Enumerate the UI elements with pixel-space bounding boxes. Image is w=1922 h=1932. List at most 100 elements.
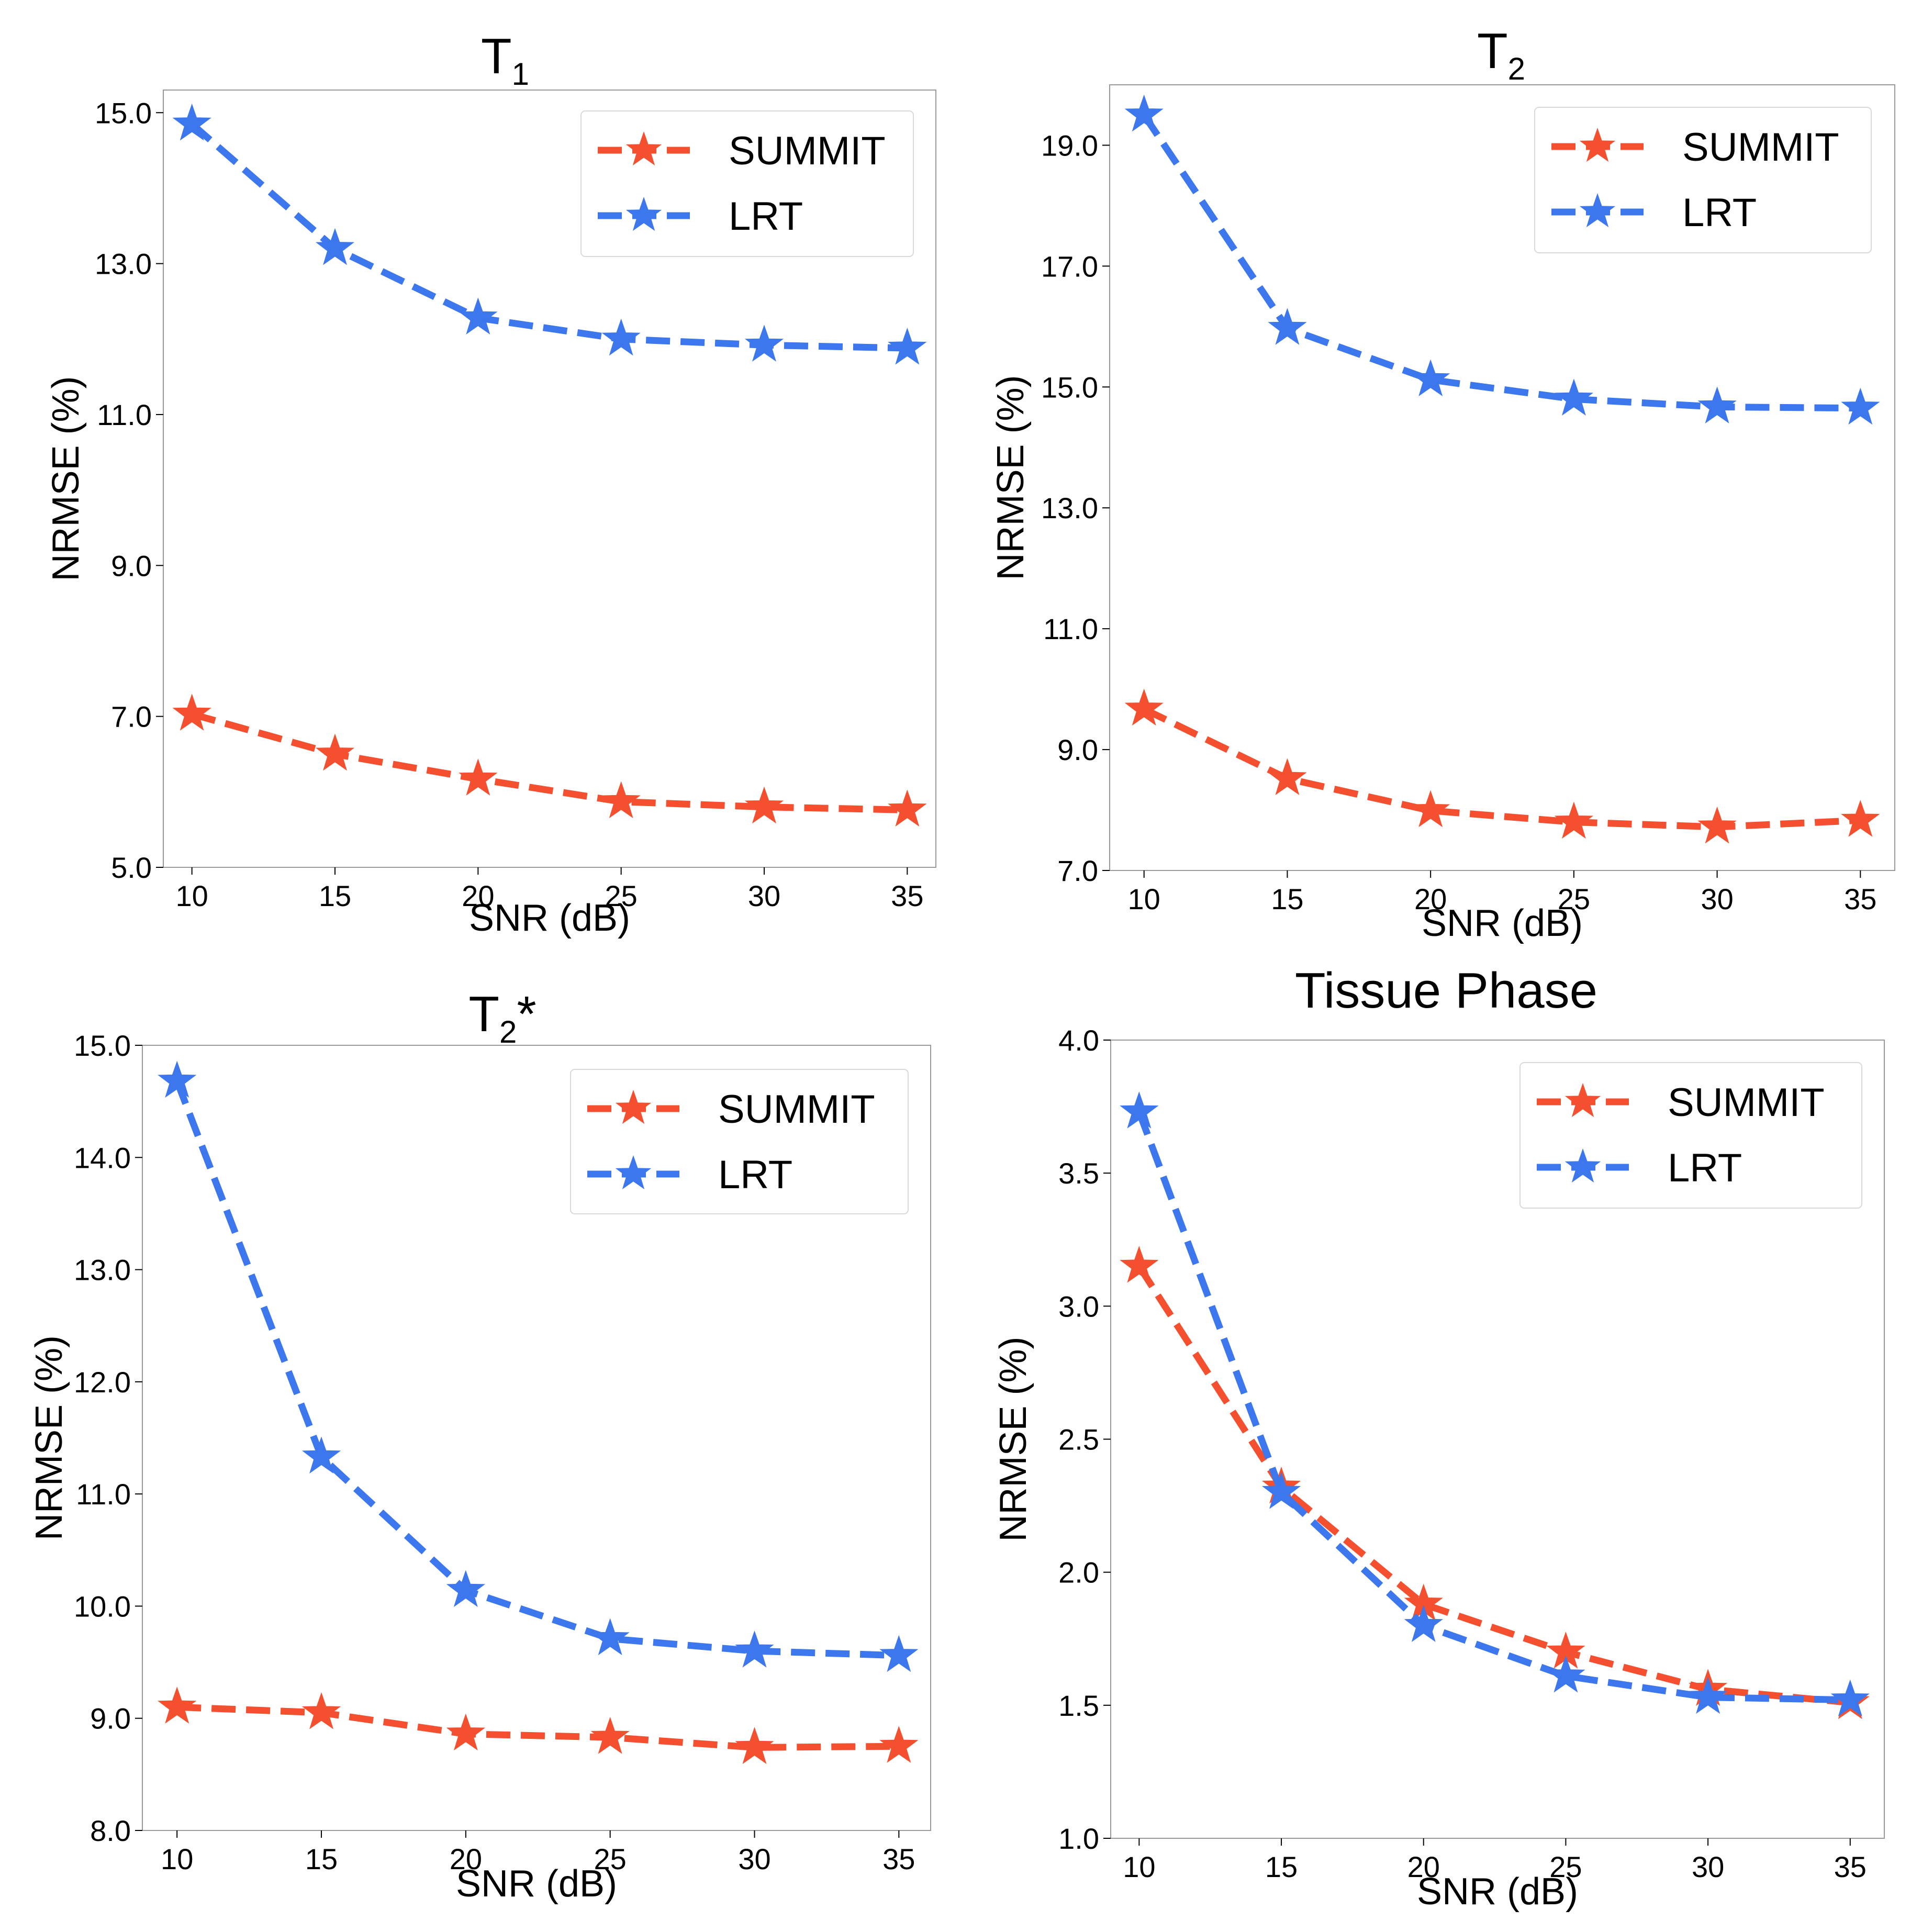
y-axis-label: NRMSE (%) bbox=[992, 1337, 1034, 1542]
y-tick-label: 9.0 bbox=[90, 1702, 131, 1735]
data-point-summit bbox=[1120, 1246, 1159, 1283]
y-tick-label: 5.0 bbox=[111, 851, 152, 884]
legend-label-lrt: LRT bbox=[1668, 1146, 1742, 1190]
x-tick-label: 35 bbox=[1834, 1850, 1867, 1883]
chart-title-main: T bbox=[1477, 23, 1508, 79]
x-axis-label: SNR (dB) bbox=[1417, 1871, 1578, 1913]
data-point-summit bbox=[888, 789, 927, 827]
series-line-summit bbox=[176, 1703, 899, 1751]
legend: SUMMIT LRT bbox=[1534, 107, 1872, 253]
series-line-summit bbox=[1136, 1264, 1851, 1706]
y-tick-label: 13.0 bbox=[1041, 492, 1098, 524]
series-lrt bbox=[158, 1060, 919, 1672]
legend-star-summit bbox=[1579, 128, 1616, 162]
x-tick-label: 20 bbox=[450, 1842, 482, 1875]
x-tick-label: 30 bbox=[748, 879, 780, 912]
chart-title: T2 bbox=[1477, 23, 1525, 86]
data-point-summit bbox=[1124, 688, 1164, 726]
x-tick-label: 30 bbox=[1692, 1850, 1724, 1883]
data-point-summit bbox=[879, 1726, 919, 1763]
x-tick-label: 25 bbox=[1558, 883, 1590, 915]
data-point-summit bbox=[1268, 758, 1307, 796]
x-tick-label: 15 bbox=[1265, 1850, 1298, 1883]
data-point-summit bbox=[446, 1713, 486, 1751]
data-point-lrt bbox=[1268, 308, 1307, 345]
data-point-summit bbox=[590, 1717, 630, 1754]
data-point-lrt bbox=[888, 328, 927, 365]
x-tick-label: 15 bbox=[305, 1842, 338, 1875]
y-axis-label: NRMSE (%) bbox=[45, 376, 87, 582]
data-point-summit bbox=[315, 733, 355, 771]
legend-star-lrt bbox=[625, 197, 662, 231]
x-tick-label: 30 bbox=[1701, 883, 1733, 915]
data-point-lrt bbox=[1124, 94, 1164, 132]
y-tick-label: 4.0 bbox=[1058, 1024, 1099, 1057]
x-tick-label: 25 bbox=[1549, 1850, 1582, 1883]
chart-title-main: Tissue Phase bbox=[1295, 963, 1597, 1019]
data-point-summit bbox=[744, 786, 784, 824]
y-axis-label: NRMSE (%) bbox=[990, 375, 1032, 580]
y-tick-label: 19.0 bbox=[1041, 129, 1098, 162]
legend-label-summit: SUMMIT bbox=[729, 129, 886, 173]
legend: SUMMIT LRT bbox=[570, 1069, 909, 1214]
legend-star-summit bbox=[1565, 1083, 1601, 1118]
data-point-summit bbox=[172, 694, 211, 731]
y-tick-label: 3.0 bbox=[1058, 1290, 1099, 1323]
x-tick-label: 20 bbox=[462, 879, 494, 912]
series-lrt bbox=[1120, 1091, 1870, 1717]
chart-panel-3: T2* 8.0 9.0 10.0 11.0 12.0 13.0 14.0 15.0 10 15 20 2… bbox=[28, 986, 931, 1905]
plot-area bbox=[1109, 84, 1895, 871]
series-line-lrt bbox=[1136, 1111, 1850, 1704]
data-point-lrt bbox=[301, 1436, 341, 1474]
chart-title: T2* bbox=[468, 986, 536, 1049]
x-tick-label: 30 bbox=[738, 1842, 770, 1875]
data-point-lrt bbox=[1554, 378, 1594, 416]
legend-box bbox=[570, 1069, 909, 1214]
y-tick-label: 9.0 bbox=[1057, 733, 1098, 766]
legend-label-lrt: LRT bbox=[718, 1153, 792, 1197]
y-tick-label: 11.0 bbox=[76, 1478, 131, 1511]
legend-star-lrt bbox=[1565, 1148, 1601, 1183]
data-point-summit bbox=[301, 1692, 341, 1729]
series-summit bbox=[158, 1687, 919, 1765]
y-tick-label: 8.0 bbox=[90, 1814, 131, 1847]
data-point-lrt bbox=[1261, 1472, 1301, 1509]
x-axis-label: SNR (dB) bbox=[456, 1863, 617, 1905]
y-tick-label: 7.0 bbox=[1057, 854, 1098, 887]
series-summit bbox=[1124, 688, 1880, 844]
legend-star-summit bbox=[625, 131, 662, 166]
y-tick-label: 15.0 bbox=[95, 96, 152, 129]
legend-star-lrt bbox=[1579, 193, 1616, 228]
x-tick-label: 35 bbox=[1844, 883, 1876, 915]
data-point-lrt bbox=[744, 325, 784, 362]
legend-star-lrt bbox=[615, 1155, 652, 1190]
legend-label-lrt: LRT bbox=[729, 194, 803, 239]
x-tick-label: 15 bbox=[1271, 883, 1303, 915]
data-point-lrt bbox=[1120, 1091, 1159, 1129]
data-point-lrt bbox=[1404, 1605, 1443, 1642]
y-tick-label: 1.5 bbox=[1058, 1689, 1099, 1722]
x-tick-label: 25 bbox=[605, 879, 638, 912]
series-line-summit bbox=[191, 711, 908, 813]
y-tick-label: 3.5 bbox=[1058, 1157, 1099, 1190]
data-point-lrt bbox=[1841, 387, 1880, 425]
x-tick-label: 10 bbox=[161, 1842, 193, 1875]
legend-label-lrt: LRT bbox=[1682, 191, 1757, 235]
y-axis-label: NRMSE (%) bbox=[28, 1335, 70, 1540]
legend-box bbox=[1519, 1062, 1862, 1209]
y-tick-label: 17.0 bbox=[1041, 250, 1098, 283]
chart-title: Tissue Phase bbox=[1295, 963, 1597, 1019]
y-tick-label: 10.0 bbox=[74, 1590, 131, 1623]
data-point-lrt bbox=[172, 103, 211, 141]
data-point-lrt bbox=[601, 318, 641, 356]
x-tick-label: 10 bbox=[176, 879, 208, 912]
data-point-summit bbox=[1841, 800, 1880, 837]
data-point-summit bbox=[735, 1727, 774, 1765]
series-line-lrt bbox=[174, 1080, 899, 1659]
legend-label-summit: SUMMIT bbox=[718, 1087, 875, 1132]
plot-area bbox=[163, 90, 936, 868]
legend-label-summit: SUMMIT bbox=[1668, 1080, 1825, 1125]
chart-title-subscript: 2 bbox=[1508, 51, 1525, 86]
y-tick-label: 2.0 bbox=[1058, 1556, 1099, 1589]
